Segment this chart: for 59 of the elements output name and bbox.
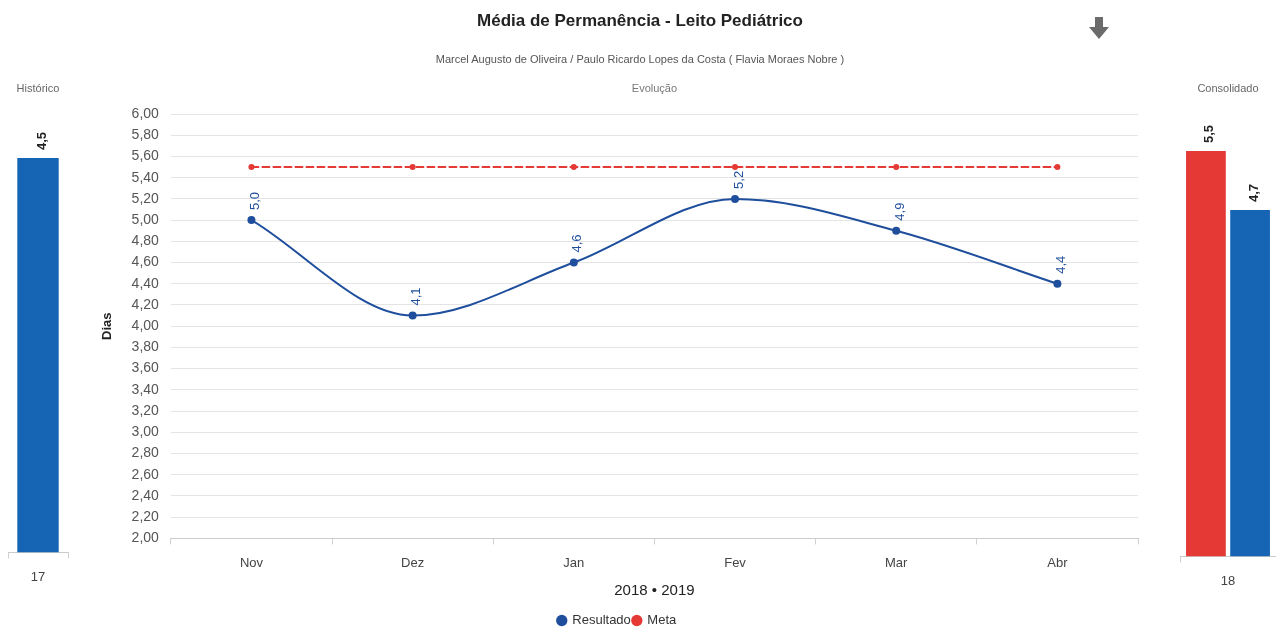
point [1054, 164, 1061, 171]
y-tick-label: 4,80 [131, 232, 160, 249]
y-tick-label: 5,60 [131, 147, 160, 164]
y-tick-label: 5,40 [131, 168, 160, 185]
data-label: 4,4 [1052, 255, 1068, 274]
legend-label: Meta [647, 612, 677, 628]
y-tick-label: 4,40 [131, 274, 160, 291]
point [570, 164, 577, 171]
y-tick-label: 3,60 [131, 359, 160, 376]
point [1053, 279, 1062, 288]
y-tick-label: 6,00 [131, 104, 160, 121]
data-label: 4,7 [1245, 183, 1261, 203]
text: Evolução [631, 82, 678, 95]
x-tick-label: Fev [724, 554, 747, 570]
y-tick-label: 5,80 [131, 126, 160, 143]
x-tick-label: Nov [239, 554, 264, 570]
chart-subtitle: Marcel Augusto de Oliveira / Paulo Ricardo Lopes da Costa ( Flavia Moraes Nobre ) [435, 53, 845, 66]
legend-label: Resultado [572, 612, 631, 628]
y-tick-label: 2,60 [131, 465, 160, 482]
y-tick-label: 2,20 [131, 508, 160, 525]
data-label: 5,0 [247, 192, 263, 211]
data-label: 5,5 [1201, 124, 1217, 144]
y-tick-label: 3,80 [131, 338, 160, 355]
point [247, 216, 256, 225]
y-axis-title: Dias [99, 312, 115, 340]
y-tick-label: 2,40 [131, 486, 160, 503]
chart-title: Média de Permanência - Leito Pediátrico [477, 11, 803, 31]
y-tick-label: 3,40 [131, 380, 160, 397]
y-tick-label: 5,00 [131, 210, 160, 227]
data-label: 4,9 [891, 202, 907, 221]
y-tick-label: 5,20 [131, 189, 160, 206]
point [569, 258, 578, 267]
data-label: 4,6 [569, 234, 585, 253]
point [732, 164, 739, 171]
point [248, 164, 255, 171]
x-tick-label: Jan [563, 554, 585, 570]
x-tick-label: Abr [1047, 554, 1069, 570]
y-tick-label: 4,60 [131, 253, 160, 270]
data-label: 4,5 [33, 131, 49, 151]
y-tick-label: 2,00 [131, 529, 160, 546]
x-axis-title: 2018 • 2019 [614, 581, 695, 599]
chart-title: Consolidado [1197, 81, 1259, 94]
data-label: 4,1 [408, 287, 424, 306]
point [409, 164, 416, 171]
y-tick-label: 4,00 [131, 317, 160, 334]
y-tick-label: 3,20 [131, 401, 160, 418]
x-tick-label: 17 [30, 568, 46, 584]
y-tick-label: 2,80 [131, 444, 160, 461]
y-tick-label: 4,20 [131, 295, 160, 312]
point [731, 194, 740, 203]
x-tick-label: Dez [401, 554, 425, 570]
point [892, 226, 901, 235]
data-label: 5,2 [730, 170, 746, 189]
chart-title: Histórico [16, 81, 60, 94]
point [408, 311, 417, 320]
y-tick-label: 3,00 [131, 423, 160, 440]
x-tick-label: Mar [885, 554, 909, 570]
x-tick-label: 18 [1220, 572, 1236, 588]
point [893, 164, 900, 171]
